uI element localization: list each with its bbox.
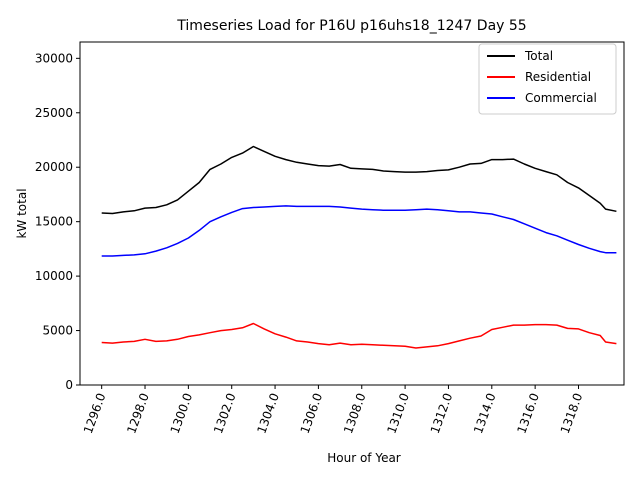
legend-label-total: Total xyxy=(524,49,553,63)
y-tick-label: 10000 xyxy=(35,269,73,283)
series-line-commercial xyxy=(101,205,617,257)
chart-title: Timeseries Load for P16U p16uhs18_1247 D… xyxy=(176,18,526,34)
x-axis-title: Hour of Year xyxy=(327,451,401,465)
legend-label-commercial: Commercial xyxy=(525,91,597,105)
legend: Total Residential Commercial xyxy=(478,43,617,115)
y-tick-label: 5000 xyxy=(42,324,73,338)
axes-frame xyxy=(79,41,625,386)
y-tick-label: 25000 xyxy=(35,106,73,120)
y-tick-label: 0 xyxy=(65,378,73,392)
series-line-residential xyxy=(101,322,617,349)
y-tick-label: 15000 xyxy=(35,215,73,229)
legend-box xyxy=(478,43,617,115)
y-tick-label: 30000 xyxy=(35,51,73,65)
series-line-total xyxy=(101,145,617,215)
series-layer xyxy=(101,145,617,349)
y-axis-title: kW total xyxy=(15,188,29,238)
legend-label-residential: Residential xyxy=(525,70,591,84)
y-tick-label: 20000 xyxy=(35,160,73,174)
